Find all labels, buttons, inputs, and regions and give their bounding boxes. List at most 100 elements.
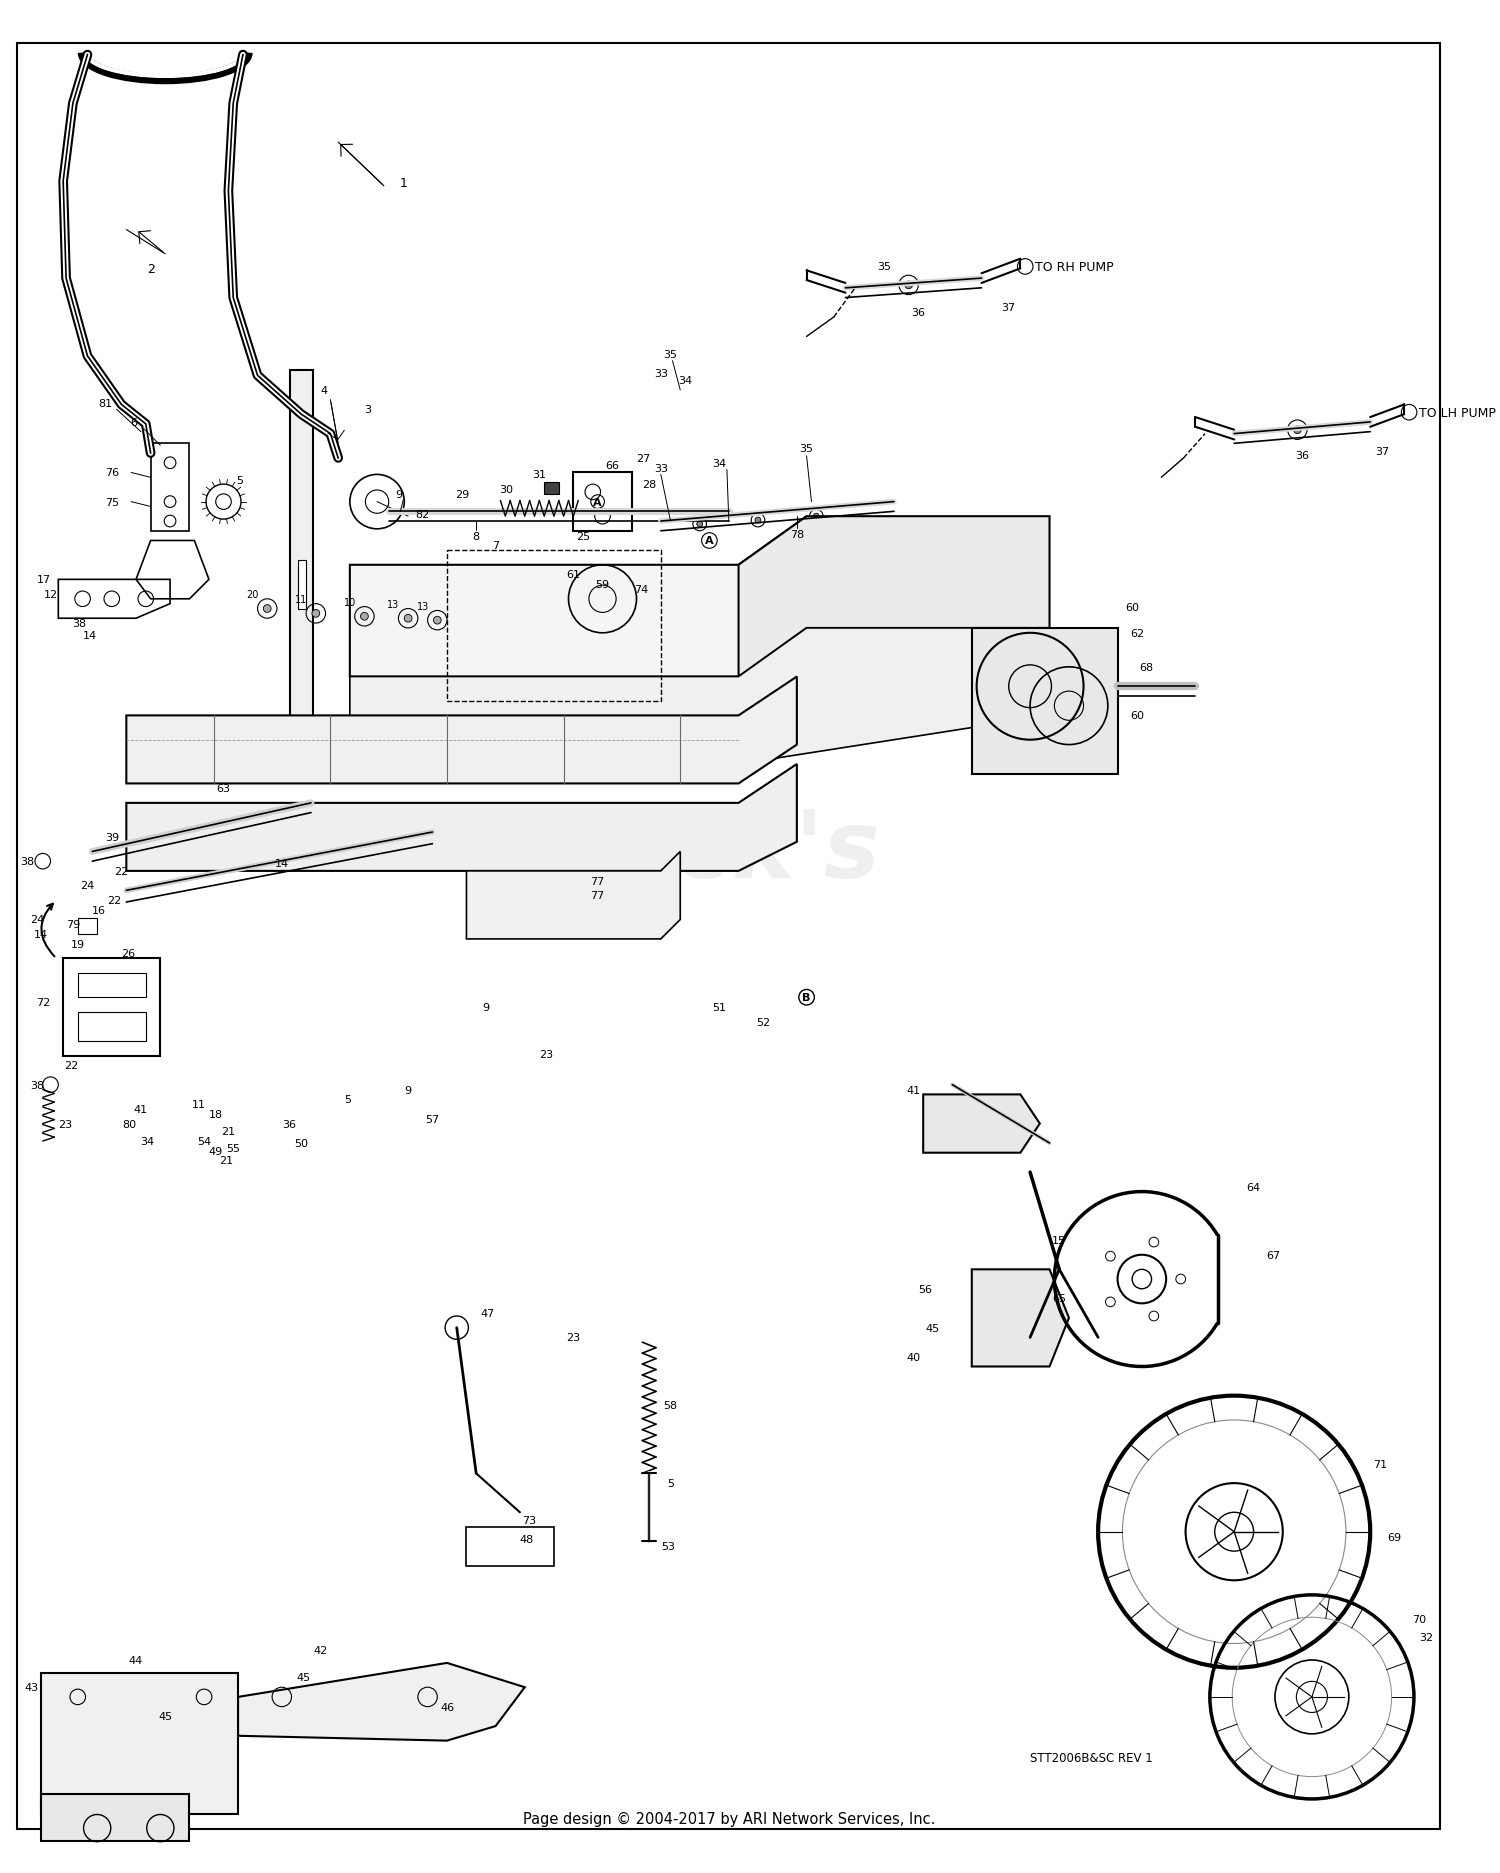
Text: 31: 31 [532,470,546,479]
Text: 60: 60 [1125,603,1138,612]
Text: 71: 71 [1372,1459,1388,1468]
Text: 37: 37 [1002,303,1016,313]
Text: 34: 34 [712,459,726,468]
Polygon shape [738,517,1050,678]
Text: 15: 15 [1052,1236,1066,1246]
Text: STT2006B&SC REV 1: STT2006B&SC REV 1 [1030,1751,1154,1764]
Text: 50: 50 [294,1139,309,1148]
Text: 23: 23 [538,1049,554,1058]
Circle shape [264,605,272,612]
Text: 56: 56 [918,1285,932,1294]
Polygon shape [350,517,807,678]
Text: 45: 45 [158,1712,172,1721]
Text: 18: 18 [209,1109,224,1120]
Polygon shape [40,1794,189,1841]
Bar [447,551,662,702]
Text: 44: 44 [129,1656,142,1665]
Text: 66: 66 [604,461,619,470]
Text: 75: 75 [105,498,118,508]
Text: 28: 28 [642,479,657,491]
Text: 19: 19 [70,938,86,950]
Text: A: A [594,498,602,508]
Text: 68: 68 [1140,663,1154,672]
Text: 2: 2 [147,262,154,275]
Text: 6: 6 [130,418,138,427]
Text: 21: 21 [219,1156,234,1165]
Text: 35: 35 [663,350,678,360]
Text: 61: 61 [567,569,580,581]
Polygon shape [544,483,560,494]
Text: 78: 78 [789,530,804,539]
Text: 67: 67 [1266,1249,1280,1261]
Circle shape [813,513,819,521]
Text: Page design © 2004-2017 by ARI Network Services, Inc.: Page design © 2004-2017 by ARI Network S… [522,1811,934,1826]
Polygon shape [466,852,680,940]
Polygon shape [40,1673,238,1813]
Text: 41: 41 [906,1084,921,1096]
Circle shape [698,523,702,528]
Text: 34: 34 [678,376,692,386]
Text: 13: 13 [387,599,399,609]
Text: 17: 17 [36,575,51,584]
Text: 23: 23 [58,1118,72,1129]
Text: 69: 69 [1388,1532,1401,1541]
Text: 10: 10 [344,597,355,607]
Text: 20: 20 [246,590,259,599]
Polygon shape [922,1096,1040,1154]
Polygon shape [972,629,1118,774]
Text: 38: 38 [20,856,34,867]
Text: 52: 52 [756,1017,770,1026]
Text: 30: 30 [500,485,513,494]
Text: 34: 34 [141,1137,154,1146]
Text: 25: 25 [576,532,590,541]
Text: 35: 35 [878,262,891,272]
Polygon shape [298,560,306,609]
Text: 64: 64 [1246,1182,1260,1191]
Text: 4: 4 [320,386,327,395]
Text: 47: 47 [480,1309,495,1319]
Text: 11: 11 [192,1099,206,1109]
Polygon shape [238,1663,525,1740]
Text: 76: 76 [105,468,118,478]
Text: 5: 5 [237,476,243,485]
Text: 22: 22 [108,895,122,905]
Text: 60: 60 [1130,712,1144,721]
Text: 55: 55 [226,1143,240,1154]
Text: 13: 13 [417,601,429,611]
Text: 3: 3 [364,405,370,416]
Text: 37: 37 [1376,448,1389,457]
Text: 41: 41 [134,1105,148,1114]
Text: 45: 45 [926,1322,940,1334]
Text: 45: 45 [296,1673,310,1682]
Text: 9: 9 [405,1084,411,1096]
Text: 1: 1 [399,178,406,191]
Text: 81: 81 [98,399,112,408]
Polygon shape [972,1270,1070,1367]
Text: 48: 48 [519,1534,534,1545]
Text: 73: 73 [522,1515,537,1525]
Text: 32: 32 [1419,1631,1434,1643]
Text: 22: 22 [114,867,129,877]
Text: A: A [705,536,714,547]
Text: 38: 38 [30,1081,44,1090]
Circle shape [754,519,760,524]
Text: 70: 70 [1412,1615,1426,1624]
Text: 9: 9 [483,1002,489,1013]
Circle shape [433,616,441,626]
Text: 8: 8 [472,532,480,541]
Text: 36: 36 [282,1118,297,1129]
Text: 65: 65 [1052,1294,1066,1304]
Text: 40: 40 [906,1352,921,1362]
Text: 38: 38 [72,618,87,629]
Text: 80: 80 [122,1118,136,1129]
Circle shape [904,281,912,290]
Text: 5: 5 [668,1478,674,1489]
Text: 53: 53 [662,1541,675,1551]
Text: 54: 54 [196,1137,211,1146]
Polygon shape [126,678,796,785]
Text: 43: 43 [24,1682,38,1693]
Text: 26: 26 [122,950,135,959]
Text: 77: 77 [591,877,604,886]
Text: 59: 59 [596,581,609,590]
Text: 82: 82 [416,509,430,521]
